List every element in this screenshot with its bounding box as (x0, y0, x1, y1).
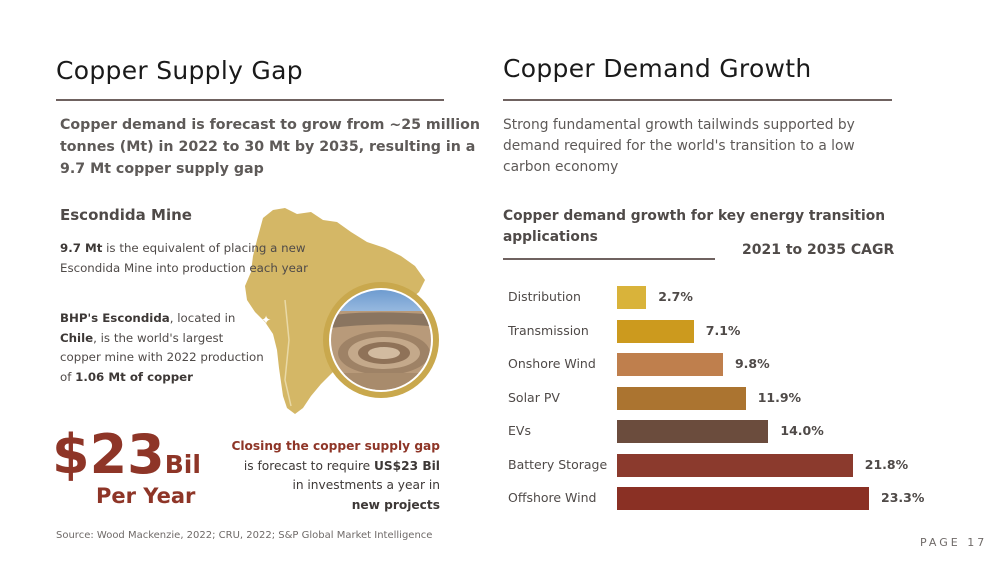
category-label-distribution: Distribution (508, 289, 581, 304)
gap-value: 9.7 Mt (60, 241, 103, 255)
chile-name: Chile (60, 330, 94, 345)
chart-subtitle: 2021 to 2035 CAGR (742, 242, 895, 258)
desc-part-1: , located in (169, 311, 236, 325)
right-heading: Copper Demand Growth (503, 54, 812, 83)
value-label-onshore-wind: 9.8% (734, 356, 770, 371)
value-label-evs: 14.0% (780, 423, 824, 438)
bar-distribution (617, 286, 647, 309)
value-label-offshore-wind: 23.3% (881, 490, 925, 505)
category-label-transmission: Transmission (508, 322, 589, 338)
bar-solar-pv (617, 386, 746, 410)
chart-title: Copper demand growth for key energy tran… (503, 208, 886, 245)
investment-unit: Bil (164, 450, 201, 479)
bar-battery-storage (617, 453, 853, 477)
demand-growth-lead: Strong fundamental growth tailwinds supp… (503, 117, 855, 175)
closing-line-2: is forecast to require US$23 Bil (200, 457, 440, 477)
closing-line-2b: US$23 Bil (373, 458, 440, 473)
closing-line-4a: new project (351, 497, 433, 512)
mine-title: Escondida Mine (60, 206, 192, 224)
category-label-solar-pv: Solar PV (508, 389, 560, 405)
category-label-evs: EVs (508, 423, 531, 438)
value-label-transmission: 7.1% (705, 322, 741, 338)
investment-figure: $23Bil (52, 428, 201, 482)
chart-title-rule (503, 258, 715, 260)
chile-marker-icon: ✦ (261, 313, 271, 327)
left-heading: Copper Supply Gap (56, 56, 303, 85)
mine-photo (323, 282, 439, 398)
escondida-name: BHP's Escondida (60, 311, 170, 325)
production-value: 1.06 Mt of copper (75, 369, 193, 384)
mine-equivalent-rest: is the equivalent of placing a new Escon… (60, 241, 308, 275)
left-heading-rule (56, 99, 444, 101)
desc-part-2: , is the world's largest copper mine wit… (60, 330, 264, 384)
value-label-battery-storage: 21.8% (864, 456, 909, 472)
value-label-distribution: 2.7% (658, 289, 693, 304)
mine-equivalent-text: 9.7 Mt is the equivalent of placing a ne… (60, 239, 315, 278)
bar-offshore-wind (617, 487, 869, 510)
value-label-solar-pv: 11.9% (757, 389, 802, 405)
closing-line-2a: is forecast to require (243, 458, 374, 473)
escondida-description: BHP's Escondida, located in Chile, is th… (60, 309, 265, 387)
closing-gap-text: Closing the copper supply gap is forecas… (200, 437, 440, 515)
right-heading-rule (503, 99, 892, 101)
bar-onshore-wind (617, 353, 723, 376)
bar-transmission (617, 319, 694, 343)
page-number: PAGE 17 (920, 536, 988, 549)
category-label-offshore-wind: Offshore Wind (508, 490, 597, 505)
closing-line-3: in investments a year in (292, 478, 440, 492)
closing-line-4: new projects (200, 496, 440, 516)
per-year-label: Per Year (96, 484, 196, 508)
category-label-onshore-wind: Onshore Wind (508, 356, 596, 371)
investment-value: $23 (52, 423, 165, 486)
bar-evs (617, 420, 769, 443)
category-label-battery-storage: Battery Storage (508, 456, 608, 472)
closing-line-1: Closing the copper supply gap (231, 439, 440, 453)
copper-demand-chart: Distribution 2.7% Transmission 7.1% Onshore … (500, 286, 940, 520)
supply-gap-lead: Copper demand is forecast to grow from ~… (60, 117, 480, 177)
source-note: Source: Wood Mackenzie, 2022; CRU, 2022;… (56, 530, 433, 541)
closing-line-4b: s (432, 497, 440, 512)
